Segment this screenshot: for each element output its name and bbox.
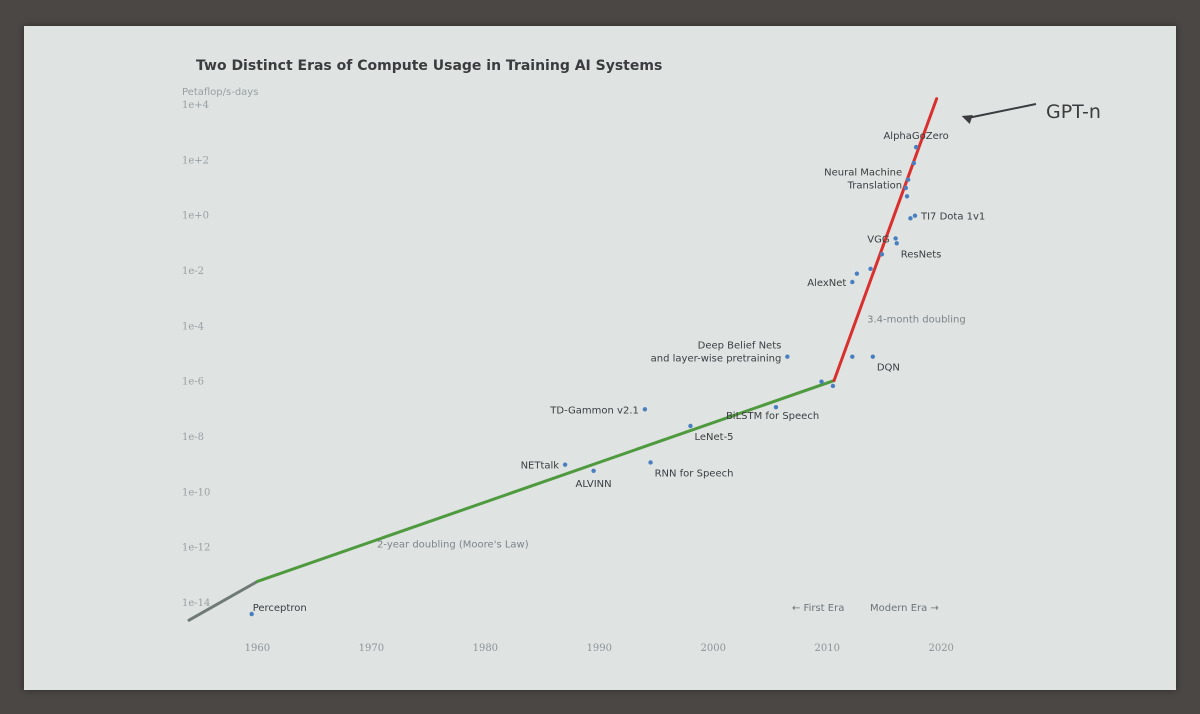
first-era-label: ← First Era [792, 603, 844, 614]
point-label: Neural Machine [824, 168, 902, 179]
projection-screen: Two Distinct Eras of Compute Usage in Tr… [24, 26, 1176, 690]
data-point [819, 379, 824, 384]
x-tick-label: 1980 [473, 643, 498, 654]
x-tick-label: 1960 [245, 643, 270, 654]
point-label: and layer-wise pretraining [651, 354, 782, 365]
x-tick-label: 2020 [928, 643, 953, 654]
data-point [562, 462, 568, 467]
y-tick-label: 1e-6 [182, 377, 204, 388]
data-point [773, 404, 779, 410]
y-axis-unit-label: Petaflop/s-days [182, 87, 258, 98]
y-tick-label: 1e-4 [182, 321, 204, 332]
modern-era-label: Modern Era → [870, 603, 939, 614]
point-label: NETtalk [521, 461, 560, 472]
y-tick-label: 1e-8 [182, 432, 204, 443]
x-axis: 1960 1970 1980 1990 2000 2010 2020 [245, 643, 954, 654]
y-tick-label: 1e+0 [182, 211, 209, 222]
trend-line-label: 3.4-month doubling [867, 314, 966, 325]
data-point [893, 236, 898, 241]
data-point [591, 468, 596, 474]
y-tick-label: 1e-10 [182, 487, 210, 498]
trend-line-0 [187, 579, 259, 622]
point-label: AlphaGoZero [883, 131, 948, 142]
point-label: BiLSTM for Speech [726, 411, 819, 422]
gpt-n-annotation: GPT-n [961, 101, 1101, 125]
trend-lines: 2-year doubling (Moore's Law) 3.4-month d… [187, 97, 966, 622]
arrow-head-icon [961, 115, 973, 125]
data-point [854, 271, 860, 276]
data-point [912, 213, 918, 218]
point-label: Perceptron [253, 603, 307, 614]
data-point [903, 185, 909, 191]
data-point [894, 241, 899, 246]
point-label: Deep Belief Nets [698, 341, 782, 352]
data-point [868, 266, 873, 272]
data-point [688, 423, 693, 429]
y-tick-label: 1e-2 [182, 266, 204, 277]
gpt-n-label: GPT-n [1046, 101, 1101, 123]
y-tick-label: 1e+4 [182, 100, 209, 111]
point-label: RNN for Speech [655, 468, 734, 479]
point-label: DQN [877, 363, 900, 374]
data-point [908, 216, 913, 221]
y-tick-label: 1e-12 [182, 543, 210, 554]
data-point [642, 407, 648, 412]
data-point [911, 160, 917, 166]
data-point [249, 611, 254, 617]
point-label: VGG [867, 234, 889, 245]
point-labels: Perceptron NETtalk ALVINN RNN for Speech LeN… [253, 131, 986, 614]
data-point [785, 354, 790, 359]
data-point [879, 252, 885, 257]
point-label: ResNets [901, 249, 942, 260]
y-axis: 1e+4 1e+2 1e+0 1e-2 1e-4 1e-6 1e-8 1e-10 1e-12 1e… [182, 100, 210, 609]
annotation-arrow [967, 103, 1037, 119]
x-tick-label: 1990 [587, 643, 612, 654]
point-label: TI7 Dota 1v1 [920, 212, 985, 223]
trend-line-label: 2-year doubling (Moore's Law) [377, 540, 529, 551]
y-tick-label: 1e+2 [182, 155, 209, 166]
point-label: LeNet-5 [694, 432, 733, 443]
x-tick-label: 1970 [359, 643, 384, 654]
x-tick-label: 2000 [701, 643, 726, 654]
chart-title: Two Distinct Eras of Compute Usage in Tr… [196, 58, 662, 74]
data-point [830, 383, 836, 389]
data-points [249, 144, 919, 617]
x-tick-label: 2010 [815, 643, 840, 654]
data-point [870, 354, 876, 359]
point-label: Translation [847, 181, 903, 192]
compute-chart: Two Distinct Eras of Compute Usage in Tr… [182, 58, 1101, 654]
point-label: ALVINN [576, 479, 612, 490]
data-point [905, 177, 911, 182]
point-label: AlexNet [807, 278, 846, 289]
data-point [904, 194, 910, 199]
data-point [850, 354, 855, 359]
data-point [648, 460, 653, 465]
trend-line-2 [832, 97, 939, 383]
data-point [850, 279, 855, 285]
data-point [913, 144, 919, 150]
point-label: TD-Gammon v2.1 [549, 405, 639, 416]
trend-line-1 [255, 379, 836, 583]
y-tick-label: 1e-14 [182, 598, 210, 609]
